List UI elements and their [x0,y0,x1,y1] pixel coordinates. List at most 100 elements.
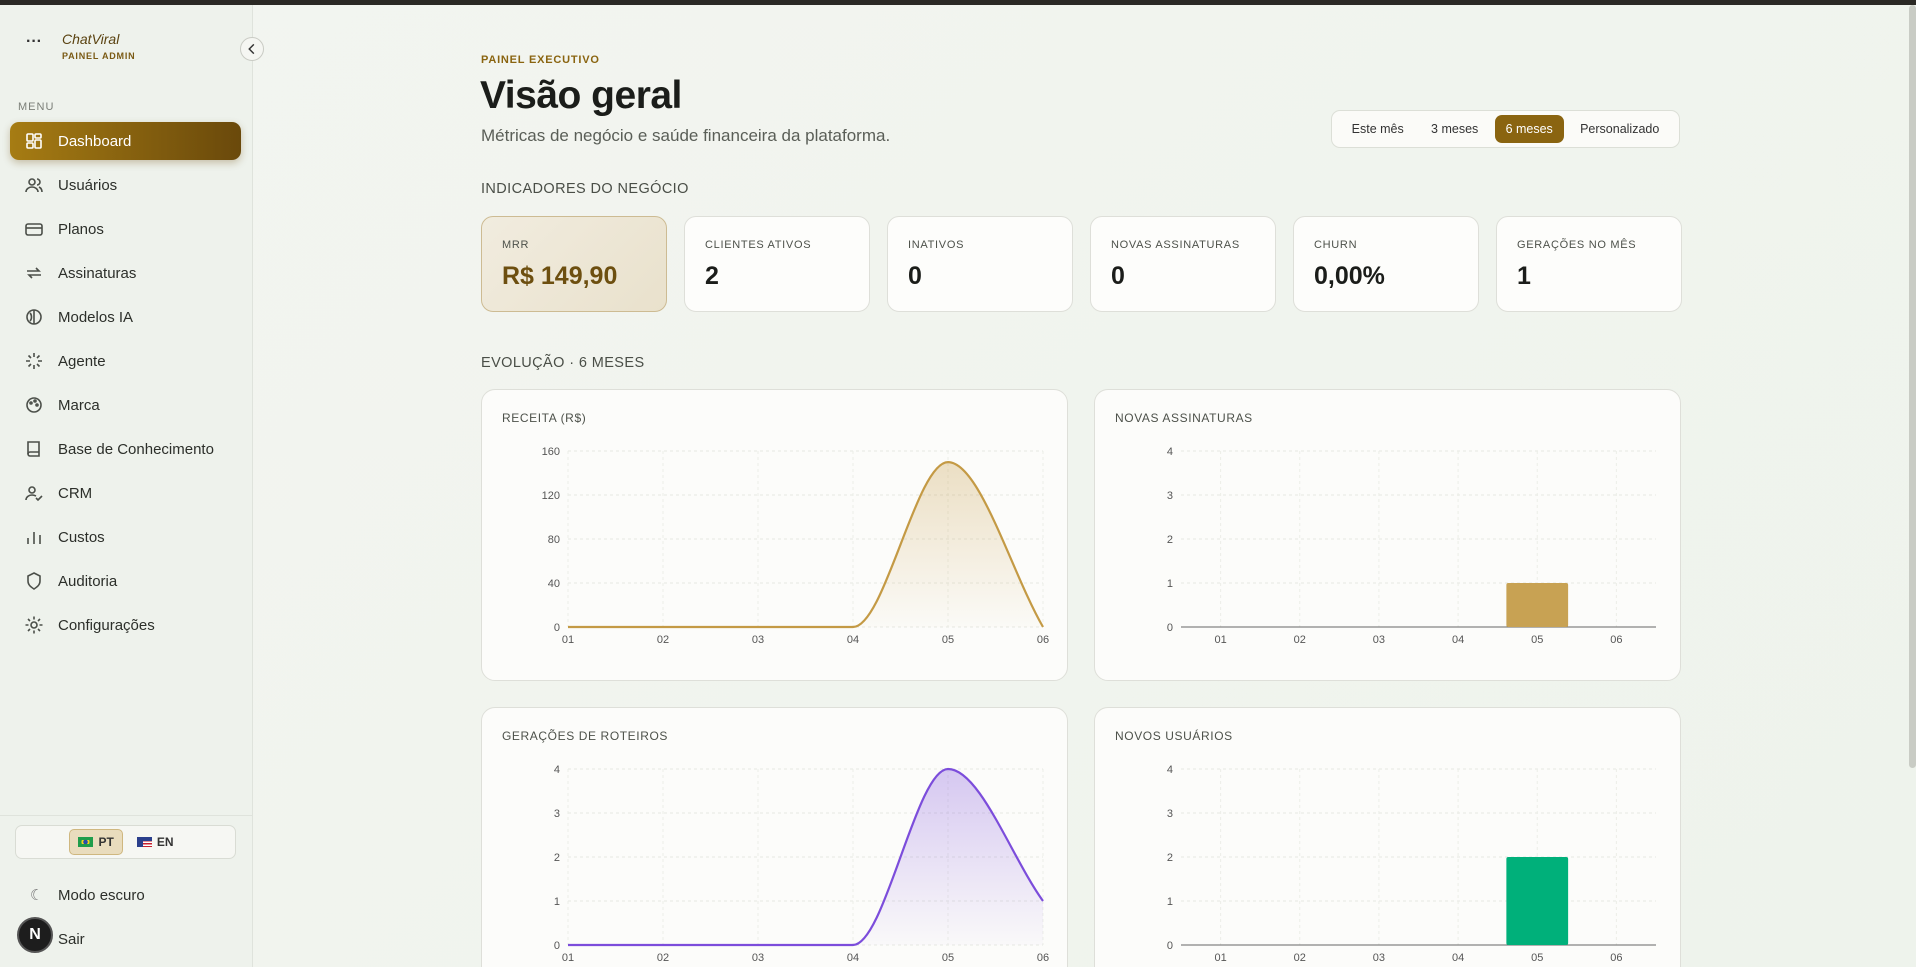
top-bar [0,0,1916,5]
y-tick-label: 160 [542,446,560,458]
menu-text: Auditoria [58,572,118,590]
chart-card: RECEITA (R$) 0 40 80 120 160 01 02 03 04 05 06 [481,389,1068,681]
x-tick-label: 02 [657,634,669,646]
menu-icon [26,133,42,149]
x-tick-label: 04 [847,952,859,964]
menu-icon [26,309,42,325]
x-tick-label: 05 [1531,952,1543,964]
line [568,767,1044,947]
menu-text: Assinaturas [58,264,137,282]
chart-card: GERAÇÕES DE ROTEIROS 0 1 2 3 4 01 02 03 04 05 06 [481,707,1068,967]
menu-item[interactable]: Custos [10,518,241,556]
y-tick-label: 3 [1167,490,1173,502]
area [568,769,1043,945]
y-tick-label: 3 [554,808,560,820]
y-tick-label: 0 [1167,622,1173,634]
chart-title: NOVAS ASSINATURAS [1115,411,1253,425]
menu-item[interactable]: Usuários [10,166,241,204]
menu-item[interactable]: Agente [10,342,241,380]
menu-icon [25,616,43,634]
menu-icon [25,178,43,193]
x-tick-label: 04 [1452,634,1464,646]
menu-item[interactable]: Marca [10,386,241,424]
menu-item[interactable]: Auditoria [10,562,241,600]
menu-item[interactable]: Dashboard [10,122,241,160]
page-subtitle: Métricas de negócio e saúde financeira d… [481,126,891,145]
menu-icon [27,572,41,590]
x-tick-label: 03 [752,952,764,964]
language-switch: PT EN [15,825,236,859]
x-tick-label: 01 [1214,952,1226,964]
x-tick-label: 03 [752,634,764,646]
language-option[interactable]: PT [69,829,123,855]
menu-dots[interactable]: ··· [26,33,42,50]
y-tick-label: 0 [1167,940,1173,952]
period-tab[interactable]: Personalizado [1580,122,1660,136]
y-tick-label: 0 [554,940,560,952]
eyebrow: PAINEL EXECUTIVO [481,54,600,66]
kpi-label: MRR [502,239,530,251]
chart-title: NOVOS USUÁRIOS [1115,728,1233,743]
chart-title: GERAÇÕES DE ROTEIROS [502,728,668,743]
y-tick-label: 80 [548,534,560,546]
logout[interactable]: Sair [58,931,85,948]
menu-text: Configurações [58,616,155,634]
kpi-value: R$ 149,90 [502,262,618,290]
kpi-value: 0 [908,262,922,290]
moon-icon: ☾ [30,887,44,904]
x-tick-label: 04 [847,634,859,646]
dark-mode[interactable]: Modo escuro [58,887,145,904]
y-tick-label: 2 [1167,852,1173,864]
page-title: Visão geral [480,74,682,117]
menu-item[interactable]: Modelos IA [10,298,241,336]
menu-icon [26,397,42,413]
y-tick-label: 4 [1167,446,1173,458]
x-tick-label: 04 [1452,952,1464,964]
kpi-value: 1 [1517,262,1531,290]
avatar[interactable]: N [17,917,53,953]
period-tab[interactable]: 6 meses [1494,115,1564,143]
kpi-value: 0 [1111,262,1125,290]
menu-item[interactable]: Planos [10,210,241,248]
menu-item[interactable]: Base de Conhecimento [10,430,241,468]
y-tick-label: 120 [542,490,560,502]
y-tick-label: 2 [554,852,560,864]
kpi-card: NOVAS ASSINATURAS 0 [1090,216,1276,312]
menu-icon [27,441,40,457]
menu-icon [25,223,43,236]
flag-icon [78,837,94,847]
menu-text: Modelos IA [58,308,134,326]
y-tick-label: 1 [554,896,560,908]
menu-icon [27,267,41,279]
kpi-label: CHURN [1314,239,1358,251]
language-option[interactable]: EN [129,830,182,854]
scrollbar[interactable] [1909,5,1916,768]
sidebar: ··· ChatViral PAINEL ADMIN MENU Dashboar… [0,5,253,967]
x-tick-label: 02 [1294,634,1306,646]
menu-text: CRM [58,484,93,502]
x-tick-label: 05 [942,952,954,964]
kpi-label: CLIENTES ATIVOS [705,239,812,251]
x-tick-label: 06 [1610,952,1622,964]
section-title: EVOLUÇÃO · 6 MESES [481,355,645,371]
y-tick-label: 0 [554,622,560,634]
bar [1506,583,1569,627]
chart-card: NOVOS USUÁRIOS 0 1 2 3 4 01 02 03 04 05 06 [1094,707,1681,967]
kpi-label: NOVAS ASSINATURAS [1111,239,1240,251]
menu-icon [26,353,42,369]
menu-item[interactable]: CRM [10,474,241,512]
period-tab[interactable]: 3 meses [1431,122,1479,136]
chart-card: NOVAS ASSINATURAS 0 1 2 3 4 01 02 03 04 05 06 [1094,389,1681,681]
menu-item[interactable]: Assinaturas [10,254,241,292]
x-tick-label: 02 [657,952,669,964]
brand-subtitle: PAINEL ADMIN [62,51,136,61]
menu-item[interactable]: Configurações [10,606,241,644]
period-tab[interactable]: Este mês [1351,122,1404,136]
y-tick-label: 4 [554,764,560,776]
collapse-button[interactable] [240,37,264,61]
x-tick-label: 06 [1037,952,1049,964]
kpi-card: CHURN 0,00% [1293,216,1479,312]
x-tick-label: 01 [562,634,574,646]
menu-text: Agente [58,352,106,370]
